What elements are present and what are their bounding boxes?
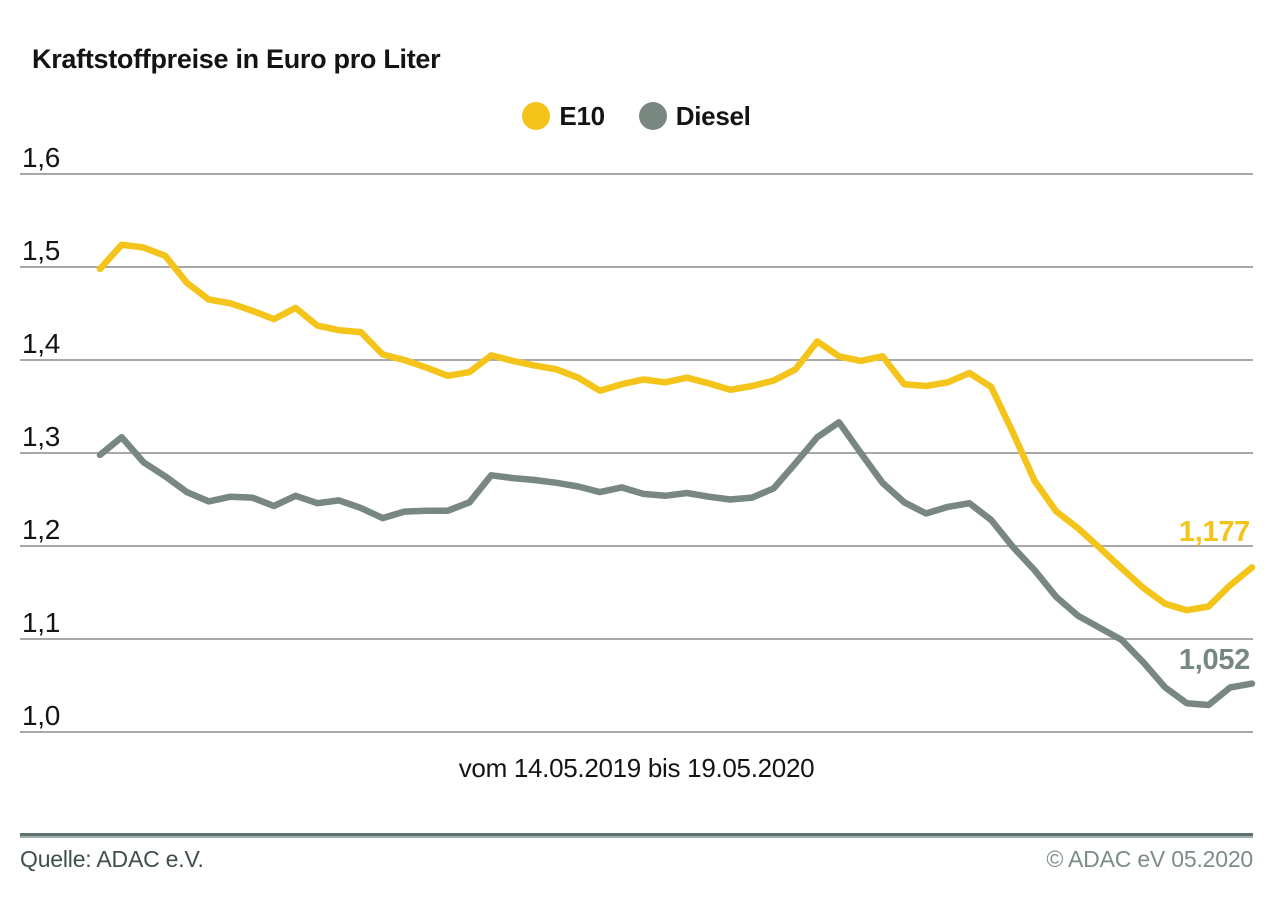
e10-legend-dot-icon — [522, 102, 551, 130]
legend-label-diesel: Diesel — [675, 100, 751, 131]
diesel-end-value-label: 1,052 — [1179, 644, 1250, 676]
y-axis-tick-label: 1,0 — [22, 700, 60, 731]
legend: E10 Diesel — [20, 100, 1253, 132]
diesel-line — [96, 419, 1256, 709]
chart-title: Kraftstoffpreise in Euro pro Liter — [32, 44, 441, 74]
x-axis-range-label: vom 14.05.2019 bis 19.05.2020 — [458, 753, 815, 783]
y-axis-tick-label: 1,3 — [22, 421, 60, 452]
y-axis-tick-label: 1,5 — [22, 235, 60, 266]
source-text: Quelle: ADAC e.V. — [20, 846, 204, 872]
diesel-legend-dot-icon — [638, 102, 667, 130]
footer-divider — [20, 833, 1253, 838]
legend-label-e10: E10 — [559, 100, 605, 131]
y-axis-tick-label: 1,4 — [22, 328, 60, 359]
e10-end-value-label: 1,177 — [1179, 516, 1250, 548]
copyright-text: © ADAC eV 05.2020 — [1046, 846, 1253, 872]
e10-line — [96, 241, 1256, 614]
y-axis-tick-label: 1,1 — [22, 607, 60, 638]
y-axis-tick-label: 1,6 — [22, 142, 60, 173]
y-axis-tick-label: 1,2 — [22, 514, 60, 545]
